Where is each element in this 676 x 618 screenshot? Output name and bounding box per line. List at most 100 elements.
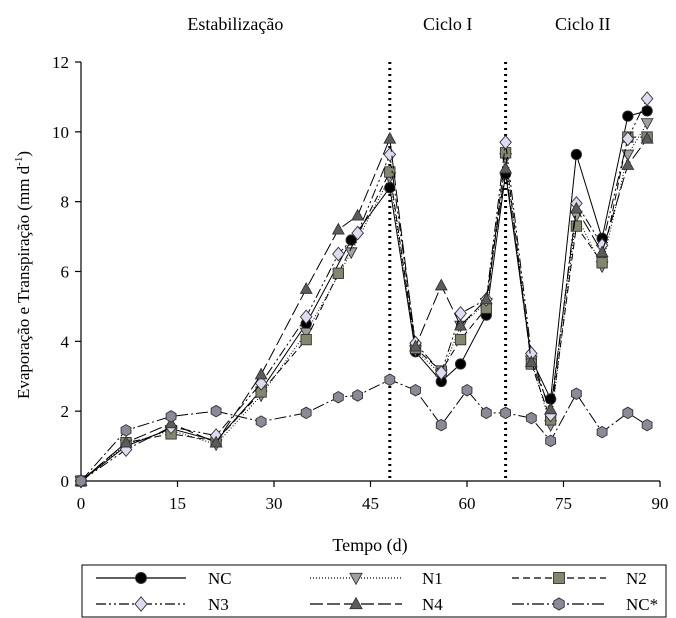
series-line xyxy=(80,98,648,482)
legend-marker xyxy=(349,596,363,610)
legend-label: NC xyxy=(208,569,232,588)
x-tick-label: 0 xyxy=(77,494,86,513)
data-point xyxy=(434,365,448,381)
data-point xyxy=(454,333,467,346)
data-point xyxy=(165,410,177,423)
data-point xyxy=(120,424,132,437)
data-point xyxy=(525,411,537,425)
legend-label: N2 xyxy=(626,569,647,588)
y-tick-label: 6 xyxy=(61,263,70,282)
y-tick-label: 8 xyxy=(61,193,70,212)
series-line xyxy=(80,379,648,482)
x-axis-label: Tempo (d) xyxy=(332,535,407,556)
legend-item: N4 xyxy=(310,595,443,614)
period-label: Ciclo I xyxy=(423,14,473,34)
data-point xyxy=(622,406,634,420)
data-point xyxy=(595,245,609,258)
data-point xyxy=(500,406,512,420)
data-point xyxy=(640,91,654,107)
data-point xyxy=(352,389,364,402)
data-point xyxy=(480,406,492,420)
series-nc xyxy=(75,373,653,488)
data-point xyxy=(545,434,557,448)
data-point xyxy=(570,148,583,161)
data-point xyxy=(570,220,583,232)
x-tick-label: 15 xyxy=(169,494,186,513)
data-point xyxy=(569,201,583,214)
data-point xyxy=(570,387,582,400)
legend-box xyxy=(81,564,667,618)
data-point xyxy=(332,390,344,404)
x-tick-label: 30 xyxy=(266,494,283,513)
y-axis-label: Evaporação e Transpiração (mm d-1) xyxy=(13,151,33,399)
legend-item: NC xyxy=(96,569,232,588)
data-point xyxy=(384,373,396,386)
period-label: Estabilização xyxy=(187,14,283,34)
legend-marker xyxy=(134,596,148,612)
legend-item: NC* xyxy=(512,595,658,614)
data-point xyxy=(383,147,397,162)
data-point xyxy=(409,339,423,352)
y-axis-label-main: Evaporação e Transpiração (mm d xyxy=(14,165,33,399)
data-point xyxy=(596,425,608,439)
data-point xyxy=(351,225,364,241)
data-point xyxy=(524,355,538,368)
x-tick-label: 45 xyxy=(362,494,379,513)
y-axis-label-close: ) xyxy=(14,151,33,157)
data-point xyxy=(299,309,313,325)
y-tick-label: 0 xyxy=(61,472,70,491)
x-tick-label: 90 xyxy=(652,494,669,513)
legend-item: N1 xyxy=(310,569,443,588)
legend-label: NC* xyxy=(626,595,658,614)
legend-item: N2 xyxy=(512,569,647,588)
data-point xyxy=(434,278,448,291)
data-point xyxy=(410,383,421,397)
legend-marker xyxy=(349,572,363,586)
cycle-dividers xyxy=(388,62,508,481)
y-axis-label-superscript: -1 xyxy=(13,157,25,166)
data-point xyxy=(332,246,345,262)
data-point xyxy=(331,222,345,235)
series-n4 xyxy=(74,131,654,486)
legend-label: N4 xyxy=(422,595,443,614)
data-point xyxy=(596,257,608,269)
data-point xyxy=(299,282,313,294)
data-point xyxy=(210,404,222,418)
data-point xyxy=(300,333,312,346)
data-point xyxy=(641,418,653,432)
data-point xyxy=(119,435,133,448)
series-layer xyxy=(74,91,654,489)
period-label: Ciclo II xyxy=(555,14,611,34)
data-point xyxy=(499,134,512,150)
data-point xyxy=(640,118,654,131)
chart-labels: Tempo (d) Evaporação e Transpiração (mm … xyxy=(13,151,408,556)
data-point xyxy=(332,267,344,279)
legend-marker xyxy=(553,572,565,584)
y-tick-label: 10 xyxy=(52,123,69,142)
legend-label: N1 xyxy=(422,569,443,588)
legend-label: N3 xyxy=(208,595,229,614)
data-point xyxy=(255,415,267,428)
y-tick-label: 4 xyxy=(61,332,70,351)
axes: 0 2 4 6 8 10 12 0 15 30 45 60 75 90 xyxy=(52,53,669,513)
data-point xyxy=(461,383,473,397)
data-point xyxy=(300,406,312,420)
data-point xyxy=(254,367,268,380)
data-point xyxy=(454,318,468,331)
data-point xyxy=(454,358,467,370)
data-point xyxy=(209,435,223,448)
period-labels: Estabilização Ciclo I Ciclo II xyxy=(187,14,610,34)
legend-item: N3 xyxy=(96,595,229,614)
x-tick-label: 75 xyxy=(555,494,572,513)
y-tick-label: 2 xyxy=(61,402,70,421)
data-point xyxy=(479,292,493,305)
data-point xyxy=(640,131,654,144)
legend-marker xyxy=(135,572,147,584)
x-tick-label: 60 xyxy=(459,494,476,513)
data-point xyxy=(621,158,635,170)
data-point xyxy=(384,166,396,178)
data-point xyxy=(435,418,447,432)
data-point xyxy=(621,131,635,147)
series-line xyxy=(80,136,648,482)
